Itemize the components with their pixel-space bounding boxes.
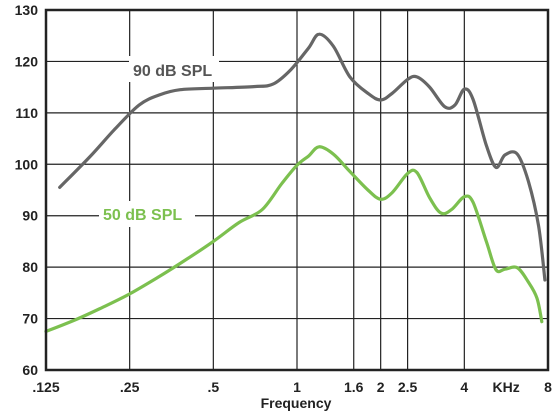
- y-tick-label: 100: [15, 156, 39, 172]
- series-50-line: [44, 145, 544, 333]
- x-tick-label: 1.6: [344, 379, 364, 395]
- series-50-label-bg: [99, 201, 195, 227]
- y-tick-label: 80: [22, 259, 38, 275]
- x-tick-label: 4: [460, 379, 468, 395]
- y-tick-label: 60: [22, 362, 38, 378]
- x-tick-label: .125: [32, 379, 59, 395]
- x-tick-label: .25: [120, 379, 140, 395]
- x-tick-label: KHz: [493, 379, 520, 395]
- series-lines: [44, 32, 547, 333]
- x-tick-label: .5: [207, 379, 219, 395]
- y-tick-labels: 60 70 80 90 100 110 120 130: [15, 2, 39, 378]
- x-tick-label: 1: [293, 379, 301, 395]
- y-tick-label: 70: [22, 311, 38, 327]
- x-tick-label: 8: [544, 379, 552, 395]
- x-tick-labels: .125 .25 .5 1 1.6 2 2.5 4 KHz 8: [32, 379, 552, 395]
- x-axis-label: Frequency: [261, 395, 332, 411]
- series-90-line: [58, 32, 547, 282]
- y-tick-label: 110: [15, 105, 38, 121]
- series-90-label: 90 dB SPL: [133, 63, 212, 80]
- series-90-label-bg: [129, 56, 219, 82]
- y-tick-label: 90: [22, 208, 38, 224]
- x-tick-label: 2: [377, 379, 385, 395]
- plot-frame: [44, 8, 550, 372]
- y-tick-label: 120: [15, 53, 39, 69]
- y-tick-label: 130: [15, 2, 39, 18]
- series-50-label: 50 dB SPL: [103, 207, 182, 224]
- x-tick-label: 2.5: [398, 379, 418, 395]
